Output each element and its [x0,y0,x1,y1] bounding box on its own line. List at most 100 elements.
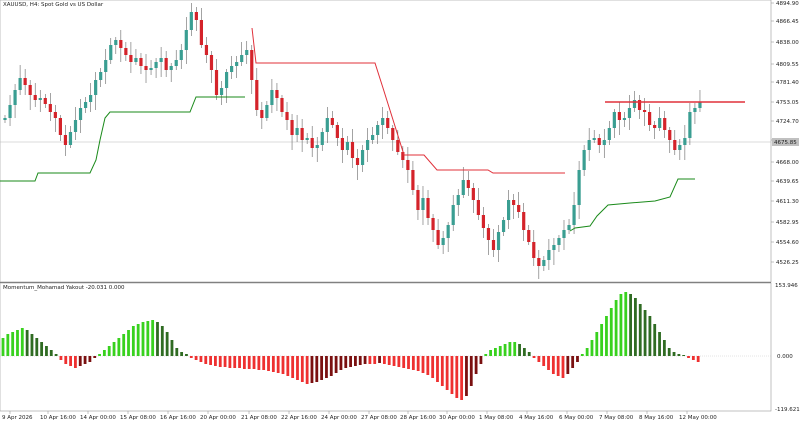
momentum-bar [102,350,106,356]
momentum-bar [16,330,19,356]
candle-body [320,132,324,145]
momentum-bar [638,304,642,356]
candle-body [255,80,259,110]
momentum-bar [127,330,130,356]
momentum-bar [489,350,492,356]
candle-body [350,142,355,158]
momentum-bar [170,340,174,356]
momentum-bar [576,356,579,362]
momentum-bar [368,356,372,364]
candle-body [642,110,647,112]
momentum-bar [440,356,444,386]
momentum-bar [571,356,575,368]
price-tick-label: 4724.70 [776,119,799,125]
candle-body [340,138,345,150]
momentum-bar [682,355,686,356]
momentum-bar [494,348,497,356]
momentum-bar [291,356,295,378]
time-tick-label: 20 Apr 00:00 [200,415,236,421]
time-tick-label: 22 Apr 16:00 [281,415,317,421]
momentum-bar [648,316,652,356]
time-tick-label: 24 Apr 00:00 [321,415,357,421]
candle-body [43,98,47,104]
candle-body [28,85,32,95]
candle-body [491,240,496,250]
price-tick-label: 4838.00 [776,40,799,46]
candle-body [683,138,687,145]
candle-body [542,260,546,266]
momentum-axis-top: 153.946 [775,283,798,289]
momentum-bar [537,356,541,362]
candle-body [552,245,556,250]
price-tick-label: 4526.25 [776,260,799,266]
momentum-bar [561,356,565,378]
support-line-recent [569,178,695,232]
time-tick-label: 10 Apr 16:00 [40,415,76,421]
candle-body [617,112,621,120]
candle-body [693,108,697,112]
candle-body [235,62,239,66]
candle-body [456,195,460,205]
candle-body [245,50,249,55]
time-tick-label: 14 Apr 00:00 [80,415,116,421]
momentum-bar [402,356,406,368]
momentum-bar [156,322,159,356]
momentum-bar [465,356,468,396]
momentum-histogram [1,292,700,400]
candle-body [230,66,234,72]
momentum-bar [469,356,473,386]
momentum-bar [320,356,324,380]
momentum-bar [281,356,285,374]
momentum-bar [580,354,584,356]
candle-body [164,58,168,70]
time-tick-label: 30 Apr 00:00 [439,415,475,421]
price-tick-label: 4753.05 [776,100,799,106]
candle-body [119,40,123,48]
candle-body [582,150,586,170]
candle-body [577,170,581,205]
momentum-bar [460,356,464,400]
momentum-bar [180,352,184,356]
candle-body [219,88,224,95]
momentum-bar [151,320,155,356]
price-tick-label: 4894.90 [776,1,799,7]
price-tick-label: 4866.45 [776,19,799,25]
candle-body [149,68,153,70]
momentum-bar [508,342,512,356]
resistance-line [251,27,565,174]
time-tick-label: 6 May 00:00 [559,415,594,421]
price-tick-label: 4809.55 [776,62,799,68]
candle-body [13,90,17,105]
candle-body [376,125,380,135]
momentum-bar [518,344,521,356]
momentum-bar [6,334,10,356]
momentum-bar [228,356,232,368]
candle-body [270,90,274,105]
candle-body [78,108,83,120]
momentum-bar [93,356,97,358]
momentum-bar [25,330,29,356]
candle-body [53,112,57,118]
time-tick-label: 28 Apr 16:00 [400,415,436,421]
candle-body [411,170,415,190]
candle-body [416,190,420,210]
momentum-bar [296,356,299,380]
candle-body [124,48,128,55]
momentum-bar [271,356,275,372]
candle-body [658,118,662,128]
price-axis[interactable]: 4894.90 4866.45 4838.00 4809.55 4781.40 4753.… [771,1,799,266]
time-axis[interactable]: 9 Apr 2026 10 Apr 16:00 14 Apr 00:00 15 Apr… [2,411,717,421]
momentum-bar [605,316,608,356]
momentum-bar [373,356,377,364]
momentum-bar [349,356,352,367]
candle-body [501,220,506,232]
momentum-bar [566,356,570,374]
momentum-bar [585,348,589,356]
momentum-bar [209,356,212,365]
momentum-bar [286,356,290,376]
momentum-bar [247,356,251,369]
candle-body [194,12,198,20]
momentum-bar [276,356,280,373]
momentum-bar [78,356,82,366]
